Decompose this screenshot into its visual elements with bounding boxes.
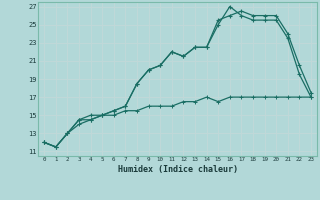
X-axis label: Humidex (Indice chaleur): Humidex (Indice chaleur) — [118, 165, 238, 174]
